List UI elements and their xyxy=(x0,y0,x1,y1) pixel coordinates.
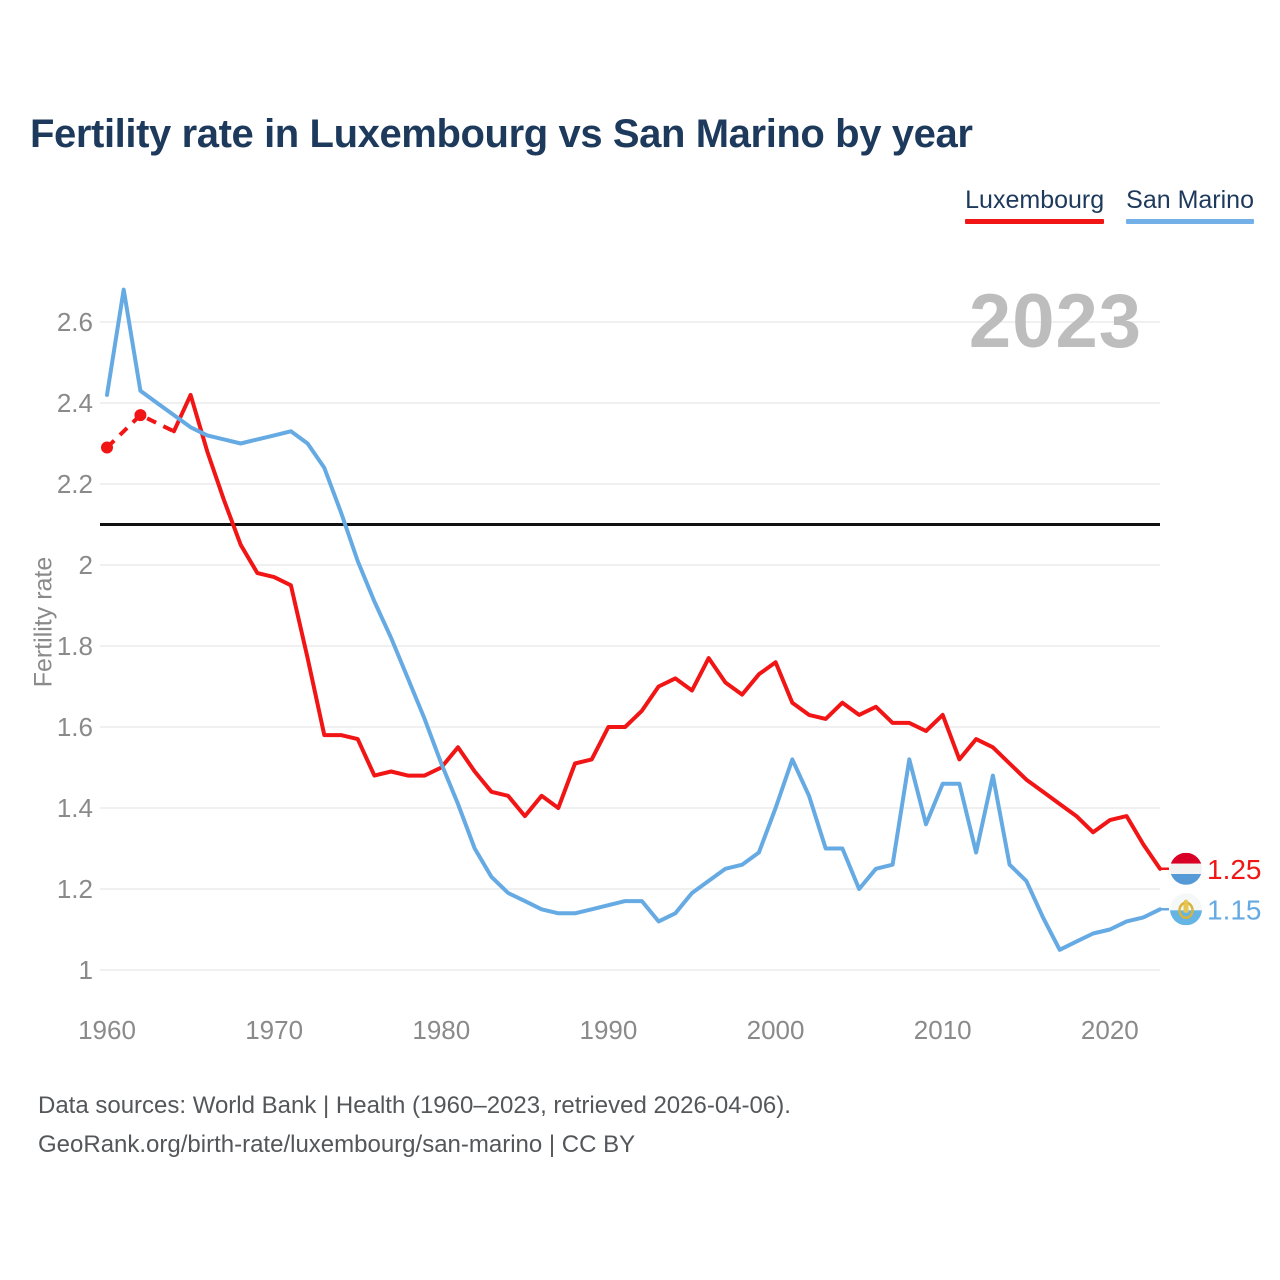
x-tick-label: 2010 xyxy=(914,1015,972,1045)
legend-label-san-marino: San Marino xyxy=(1126,186,1254,214)
legend-label-luxembourg: Luxembourg xyxy=(965,186,1105,214)
y-tick-label: 1.2 xyxy=(57,874,93,904)
sm-tower xyxy=(1183,903,1189,913)
chart-title: Fertility rate in Luxembourg vs San Mari… xyxy=(30,112,973,156)
sm-flag-icon xyxy=(1170,893,1202,926)
y-tick-label: 2.2 xyxy=(57,469,93,499)
source-caption-line1: Data sources: World Bank | Health (1960–… xyxy=(38,1092,791,1119)
source-caption-line2: GeoRank.org/birth-rate/luxembourg/san-ma… xyxy=(38,1131,636,1158)
y-tick-label: 2.4 xyxy=(57,388,93,418)
y-tick-label: 1 xyxy=(79,955,93,985)
y-axis-title: Fertility rate xyxy=(29,556,58,688)
x-tick-label: 2020 xyxy=(1081,1015,1139,1045)
legend-item-san-marino[interactable]: San Marino xyxy=(1126,186,1254,224)
y-tick-label: 2.6 xyxy=(57,307,93,337)
y-tick-label: 1.6 xyxy=(57,712,93,742)
luxembourg-line[interactable] xyxy=(171,392,1162,871)
x-tick-label: 2000 xyxy=(747,1015,805,1045)
san-marino-line[interactable] xyxy=(105,287,1162,952)
y-tick-label: 2 xyxy=(79,550,93,580)
x-tick-label: 1970 xyxy=(245,1015,303,1045)
source-caption: Data sources: World Bank | Health (1960–… xyxy=(38,1086,791,1164)
luxembourg-data-point xyxy=(101,441,113,454)
y-tick-label: 1.8 xyxy=(57,631,93,661)
lu-flag-icon xyxy=(1170,852,1202,885)
x-tick-label: 1980 xyxy=(412,1015,470,1045)
legend-color-bar-luxembourg xyxy=(965,219,1105,224)
luxembourg-data-point xyxy=(134,409,147,422)
y-tick-label: 1.4 xyxy=(57,793,93,823)
x-tick-label: 1990 xyxy=(580,1015,638,1045)
lu-blue-stripe xyxy=(1170,874,1202,885)
x-tick-label: 1960 xyxy=(78,1015,136,1045)
lu-white-stripe xyxy=(1170,863,1202,875)
lu-flag-icon xyxy=(1170,852,1202,885)
luxembourg-end-value: 1.25 xyxy=(1207,854,1262,885)
lu-red-stripe xyxy=(1170,852,1202,864)
sm-plume xyxy=(1183,899,1189,904)
year-watermark: 2023 xyxy=(968,279,1142,364)
legend-item-luxembourg[interactable]: Luxembourg xyxy=(965,186,1105,224)
san-marino-end-value: 1.15 xyxy=(1207,894,1262,925)
sm-flag-icon xyxy=(1170,893,1202,926)
legend-color-bar-san-marino xyxy=(1126,219,1254,224)
legend: Luxembourg San Marino xyxy=(965,186,1254,224)
